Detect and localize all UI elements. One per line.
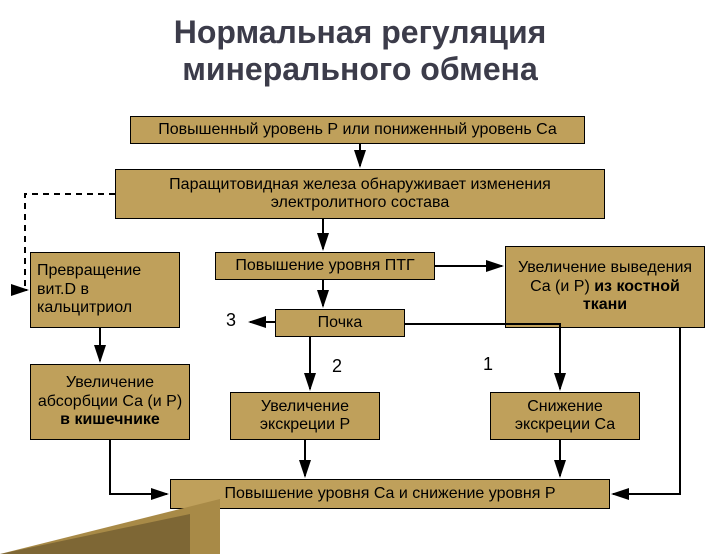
text-ptg: Повышение уровня ПТГ [235,257,414,275]
box-result: Повышение уровня Са и снижение уровня Р [170,479,610,509]
box-parathyroid: Паращитовидная железа обнаруживает измен… [115,169,605,219]
diagram-title: Нормальная регуляция минерального обмена [0,14,720,88]
step-number-2: 2 [332,356,342,377]
box-vitd: Превращение вит.D в кальцитриол [30,252,180,328]
text-bone-bold: из костной ткани [583,278,680,313]
text-excr-p: Увеличение экскреции Р [237,398,373,435]
text-kidney: Почка [318,314,363,332]
text-intestine-bold: в кишечнике [60,411,160,428]
text-intestine: Увеличение абсорбции Са (и Р) в кишечник… [37,374,183,429]
decorative-wedge-shadow [0,514,190,554]
title-line-2: минерального обмена [182,51,538,87]
text-result: Повышение уровня Са и снижение уровня Р [225,485,556,503]
box-ptg: Повышение уровня ПТГ [215,252,435,280]
text-intestine-l1: Увеличение абсорбции Са (и Р) [38,374,182,409]
text-gland: Паращитовидная железа обнаруживает измен… [122,176,598,213]
box-kidney: Почка [275,309,405,337]
text-excr-ca: Снижение экскреции Са [497,398,633,435]
step-number-3: 3 [226,310,236,331]
title-line-1: Нормальная регуляция [174,14,547,50]
box-excretion-ca: Снижение экскреции Са [490,392,640,440]
box-bone: Увеличение выведения Ca (и P) из костной… [505,246,705,328]
step-number-1: 1 [483,354,493,375]
text-top: Повышенный уровень Р или пониженный уров… [158,121,557,139]
box-top-condition: Повышенный уровень Р или пониженный уров… [130,116,585,144]
text-bone: Увеличение выведения Ca (и P) из костной… [512,259,698,314]
text-vitd: Превращение вит.D в кальцитриол [37,262,173,317]
box-intestine: Увеличение абсорбции Са (и Р) в кишечник… [30,364,190,440]
box-excretion-p: Увеличение экскреции Р [230,392,380,440]
